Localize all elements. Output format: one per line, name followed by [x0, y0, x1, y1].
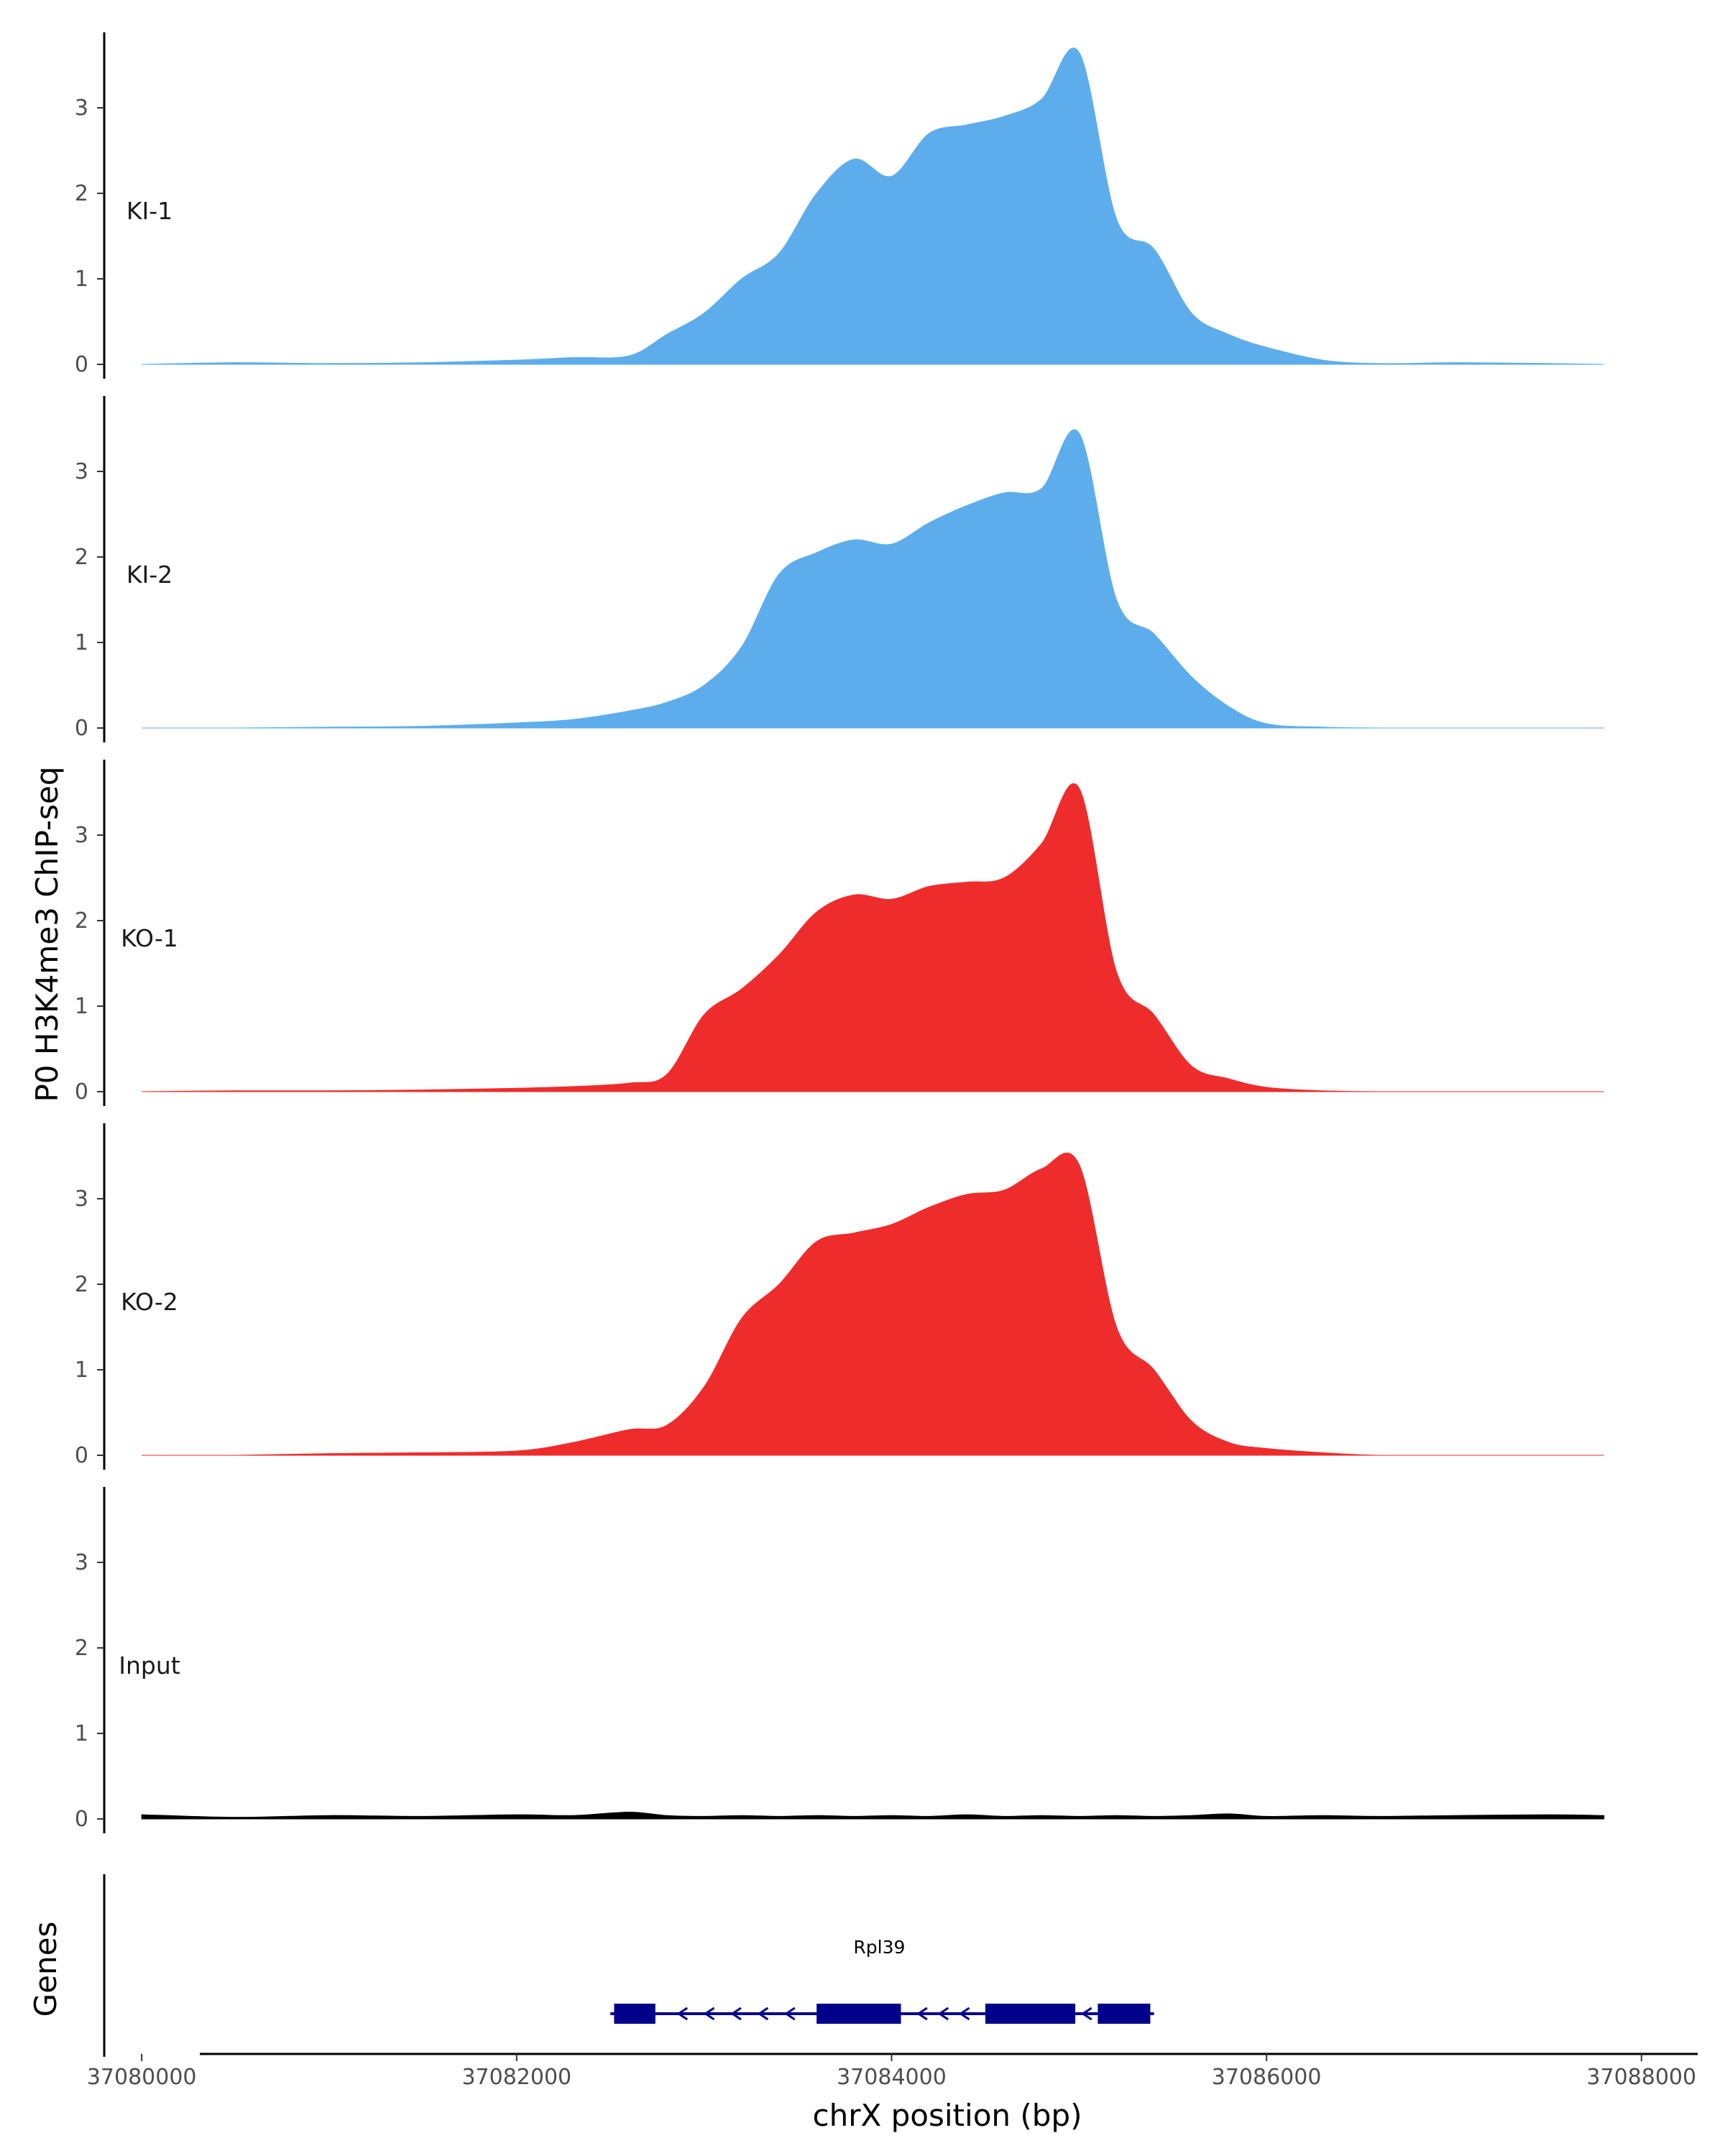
strand-arrow [703, 2007, 715, 2021]
y-tick-label: 0 [75, 1443, 88, 1468]
x-axis-title: chrX position (bp) [813, 2098, 1082, 2133]
strand-arrow [916, 2007, 928, 2021]
exon-block [614, 2004, 656, 2024]
y-tick-label: 3 [75, 459, 88, 484]
track-ko-2: 0 1 2 3 KO-2 [75, 1123, 1604, 1470]
y-tick-label: 0 [75, 352, 88, 377]
signal-area-ki-2 [142, 429, 1604, 729]
x-tick-label: 37080000 [87, 2065, 197, 2090]
signal-area-ko-2 [142, 1152, 1604, 1456]
strand-arrow [1081, 2007, 1092, 2021]
gene-name-label: Rpl39 [853, 1937, 905, 1958]
y-tick-label: 0 [75, 1079, 88, 1105]
x-tick-label: 37088000 [1586, 2065, 1696, 2090]
signal-tracks: 0 1 2 3 KI-1 0 1 2 3 KI-2 0 1 2 3 KO-1 0 1 2 3 KO-2 0 1 2 3 Inpu… [75, 32, 1605, 1833]
exon-block [816, 2004, 901, 2024]
track-label: Input [119, 1651, 180, 1680]
track-label: KO-2 [121, 1288, 178, 1316]
y-tick-label: 0 [75, 1807, 88, 1832]
x-axis: 37080000 37082000 37084000 37086000 37088000 [87, 2053, 1698, 2090]
y-tick-label: 2 [75, 1272, 88, 1297]
y-tick-label: 3 [75, 1550, 88, 1575]
signal-area-ko-1 [142, 783, 1604, 1092]
y-tick-label: 2 [75, 908, 88, 934]
y-tick-label: 1 [75, 994, 88, 1019]
y-tick-label: 2 [75, 545, 88, 570]
y-tick-label: 3 [75, 96, 88, 121]
y-tick-label: 1 [75, 1721, 88, 1746]
strand-arrow [676, 2007, 689, 2021]
exon-block [1098, 2004, 1151, 2024]
x-tick-label: 37082000 [461, 2065, 571, 2090]
y-tick-label: 1 [75, 267, 88, 292]
strand-arrow [937, 2007, 949, 2021]
strand-arrow [730, 2007, 742, 2021]
track-ki-1: 0 1 2 3 KI-1 [75, 32, 1604, 379]
strand-arrow [757, 2007, 769, 2021]
signal-area-ki-1 [142, 47, 1604, 365]
gene-rpl39: Rpl39 [610, 1937, 1154, 2024]
y-tick-label: 1 [75, 1358, 88, 1383]
track-label: KO-1 [121, 924, 178, 952]
signal-area-input [141, 1811, 1605, 1820]
track-input: 0 1 2 3 Input [75, 1487, 1605, 1833]
y-tick-label: 1 [75, 630, 88, 655]
y-tick-label: 3 [75, 823, 88, 848]
y-tick-label: 2 [75, 1636, 88, 1661]
genes-axis-title: Genes [28, 1922, 63, 2017]
strand-arrow [958, 2007, 970, 2021]
y-tick-label: 3 [75, 1187, 88, 1212]
strand-arrow [784, 2007, 796, 2021]
y-tick-label: 0 [75, 716, 88, 741]
x-tick-label: 37086000 [1212, 2065, 1322, 2090]
genes-panel: Rpl39 [103, 1874, 1154, 2057]
track-ki-2: 0 1 2 3 KI-2 [75, 396, 1604, 742]
track-label: KI-2 [126, 561, 172, 589]
track-ko-1: 0 1 2 3 KO-1 [75, 760, 1604, 1106]
x-tick-label: 37084000 [837, 2065, 947, 2090]
y-tick-label: 2 [75, 181, 88, 206]
exon-block [985, 2004, 1076, 2024]
track-label: KI-1 [126, 197, 172, 225]
y-axis-title: P0 H3K4me3 ChIP-seq [29, 766, 65, 1102]
